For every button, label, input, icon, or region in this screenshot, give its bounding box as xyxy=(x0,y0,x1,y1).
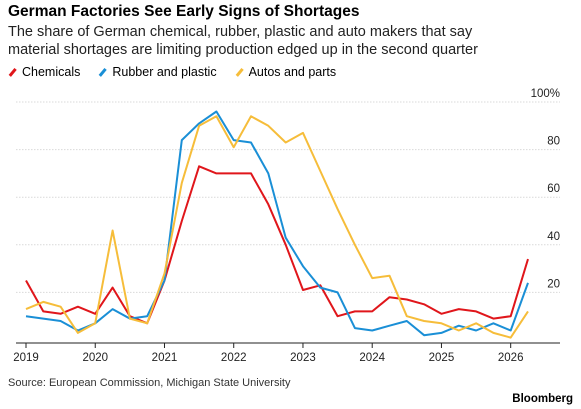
x-tick-label: 2025 xyxy=(429,352,455,364)
series-line xyxy=(25,115,529,339)
y-tick-label: 20 xyxy=(547,278,560,290)
x-tick-label: 2020 xyxy=(82,352,108,364)
x-tick-label: 2019 xyxy=(13,352,39,364)
legend-item: Rubber and plastic xyxy=(98,65,217,79)
legend-label: Rubber and plastic xyxy=(112,65,217,79)
legend-label: Autos and parts xyxy=(248,65,337,79)
chart-title: German Factories See Early Signs of Shor… xyxy=(8,3,360,20)
x-tick-label: 2023 xyxy=(290,352,316,364)
y-tick-label: 60 xyxy=(547,183,560,195)
chart-subtitle: The share of German chemical, rubber, pl… xyxy=(8,24,478,58)
legend: Chemicals Rubber and plastic Autos and par… xyxy=(8,65,336,79)
x-tick-label: 2021 xyxy=(152,352,178,364)
legend-label: Chemicals xyxy=(22,65,81,79)
y-tick-label: 40 xyxy=(547,231,560,243)
series-line xyxy=(25,110,529,337)
x-tick-label: 2026 xyxy=(498,352,524,364)
x-tick-label: 2022 xyxy=(221,352,247,364)
y-tick-label: 100% xyxy=(531,88,560,100)
y-tick-label: 80 xyxy=(547,136,560,148)
brand: Bloomberg xyxy=(512,393,573,405)
source: Source: European Commission, Michigan St… xyxy=(8,377,291,389)
x-tick-label: 2024 xyxy=(359,352,385,364)
legend-item: Chemicals xyxy=(8,65,80,79)
legend-item: Autos and parts xyxy=(235,65,337,79)
series-line xyxy=(25,165,529,325)
